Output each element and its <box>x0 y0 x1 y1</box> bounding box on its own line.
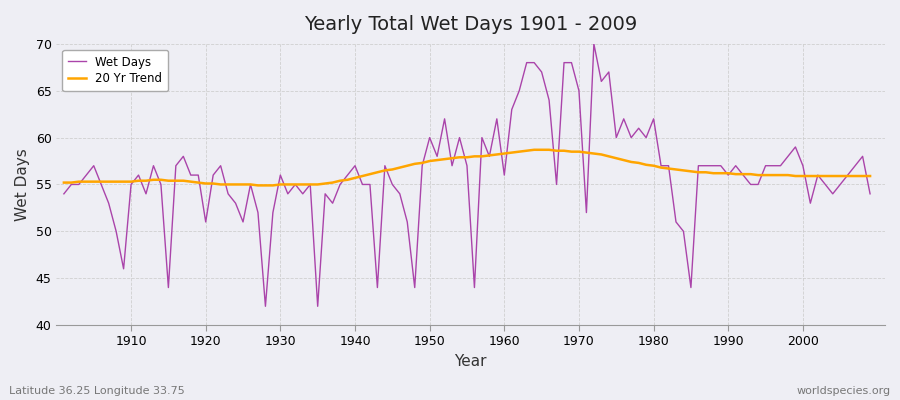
Wet Days <box>58 192 69 196</box>
Title: Yearly Total Wet Days 1901 - 2009: Yearly Total Wet Days 1901 - 2009 <box>304 15 637 34</box>
Text: worldspecies.org: worldspecies.org <box>796 386 891 396</box>
Wet Days <box>865 192 876 196</box>
20 Yr Trend <box>253 183 264 188</box>
20 Yr Trend <box>499 151 509 156</box>
20 Yr Trend <box>507 150 517 155</box>
Wet Days <box>335 182 346 187</box>
Wet Days <box>507 107 517 112</box>
Wet Days <box>589 42 599 46</box>
20 Yr Trend <box>529 147 540 152</box>
Wet Days <box>603 70 614 74</box>
20 Yr Trend <box>290 182 301 187</box>
Wet Days <box>260 304 271 309</box>
Wet Days <box>118 266 129 271</box>
Line: 20 Yr Trend: 20 Yr Trend <box>64 150 870 185</box>
Wet Days <box>290 182 301 187</box>
X-axis label: Year: Year <box>454 354 487 369</box>
Y-axis label: Wet Days: Wet Days <box>15 148 30 221</box>
20 Yr Trend <box>58 180 69 185</box>
Wet Days <box>499 173 509 178</box>
Text: Latitude 36.25 Longitude 33.75: Latitude 36.25 Longitude 33.75 <box>9 386 184 396</box>
Line: Wet Days: Wet Days <box>64 44 870 306</box>
20 Yr Trend <box>865 174 876 178</box>
20 Yr Trend <box>335 178 346 183</box>
Legend: Wet Days, 20 Yr Trend: Wet Days, 20 Yr Trend <box>62 50 168 91</box>
20 Yr Trend <box>118 179 129 184</box>
20 Yr Trend <box>603 154 614 159</box>
